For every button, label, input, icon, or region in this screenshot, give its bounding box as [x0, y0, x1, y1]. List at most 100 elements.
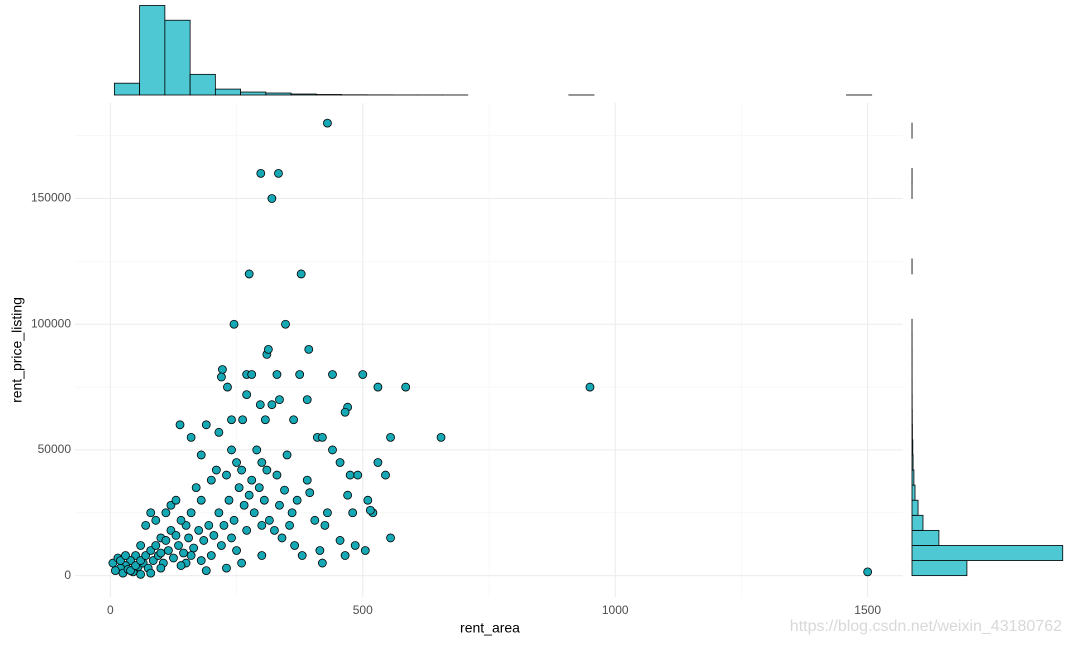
- point: [186, 551, 196, 560]
- point: [242, 525, 252, 535]
- point: [289, 415, 299, 425]
- point: [275, 395, 284, 405]
- point: [317, 432, 327, 442]
- point: [270, 525, 279, 535]
- point: [151, 541, 161, 550]
- histogram-bar: [265, 92, 292, 96]
- point: [156, 563, 166, 573]
- point: [302, 475, 312, 485]
- point: [363, 495, 373, 505]
- point: [249, 508, 259, 518]
- point: [280, 485, 289, 495]
- point: [287, 508, 297, 518]
- point: [323, 508, 332, 518]
- point: [223, 382, 232, 392]
- point: [345, 470, 355, 480]
- histogram-bar: [911, 529, 940, 546]
- point: [201, 420, 211, 430]
- point: [275, 500, 284, 510]
- point: [381, 470, 390, 480]
- point: [224, 495, 234, 505]
- histogram-bar: [911, 560, 968, 577]
- point: [239, 500, 249, 510]
- point: [863, 567, 873, 577]
- point: [260, 415, 270, 425]
- point: [146, 508, 156, 518]
- histogram-bar: [911, 454, 914, 471]
- point: [320, 520, 330, 530]
- point: [174, 541, 183, 550]
- point: [290, 541, 300, 550]
- point: [292, 495, 302, 505]
- histogram-bar: [214, 88, 241, 96]
- point: [184, 533, 193, 543]
- point: [360, 546, 370, 555]
- point: [196, 556, 206, 565]
- point: [217, 541, 226, 550]
- point: [206, 551, 216, 560]
- point: [254, 483, 264, 493]
- histogram-bar: [911, 484, 916, 501]
- point: [186, 432, 196, 442]
- point: [257, 520, 267, 530]
- histogram-bar: [189, 73, 216, 96]
- point: [169, 553, 178, 563]
- point: [136, 569, 146, 579]
- point: [217, 372, 226, 382]
- histogram-bar: [911, 545, 1064, 561]
- point: [244, 269, 254, 279]
- point: [227, 445, 236, 455]
- x-tick-label: 1500: [854, 603, 881, 617]
- point: [335, 458, 345, 467]
- point: [176, 515, 186, 525]
- histogram-bar: [164, 19, 191, 96]
- point: [141, 520, 151, 530]
- point: [323, 118, 332, 128]
- point: [255, 400, 265, 410]
- y-tick-label: 150000: [31, 191, 71, 205]
- point: [206, 475, 216, 485]
- point: [302, 395, 312, 405]
- histogram-bar: [911, 439, 914, 456]
- point: [277, 533, 287, 543]
- point: [272, 470, 282, 480]
- point: [232, 546, 241, 555]
- point: [227, 533, 236, 543]
- point: [373, 382, 383, 392]
- point: [222, 563, 231, 573]
- point: [340, 407, 350, 417]
- point: [436, 432, 446, 442]
- y-tick-label: 100000: [31, 316, 71, 330]
- point: [348, 508, 358, 518]
- point: [328, 370, 337, 379]
- point: [295, 370, 305, 379]
- histogram-bar: [139, 5, 166, 96]
- point: [232, 458, 241, 467]
- y-tick-label: 0: [64, 568, 71, 582]
- point: [234, 483, 244, 493]
- point: [219, 520, 229, 530]
- point: [214, 427, 224, 437]
- point: [175, 420, 185, 430]
- point: [256, 168, 266, 178]
- point: [340, 551, 350, 560]
- point: [238, 415, 248, 425]
- point: [189, 543, 199, 553]
- point: [365, 505, 375, 515]
- point: [237, 465, 247, 475]
- point: [199, 536, 209, 545]
- point: [304, 344, 314, 354]
- point: [353, 470, 363, 480]
- histogram-bar: [911, 499, 919, 516]
- point: [386, 432, 395, 442]
- point: [272, 370, 282, 379]
- point: [146, 568, 156, 578]
- point: [229, 515, 239, 525]
- point: [242, 390, 252, 400]
- point: [285, 520, 294, 530]
- point: [161, 508, 171, 518]
- point: [244, 490, 254, 500]
- point: [335, 536, 345, 545]
- point: [373, 458, 383, 467]
- point: [214, 508, 224, 518]
